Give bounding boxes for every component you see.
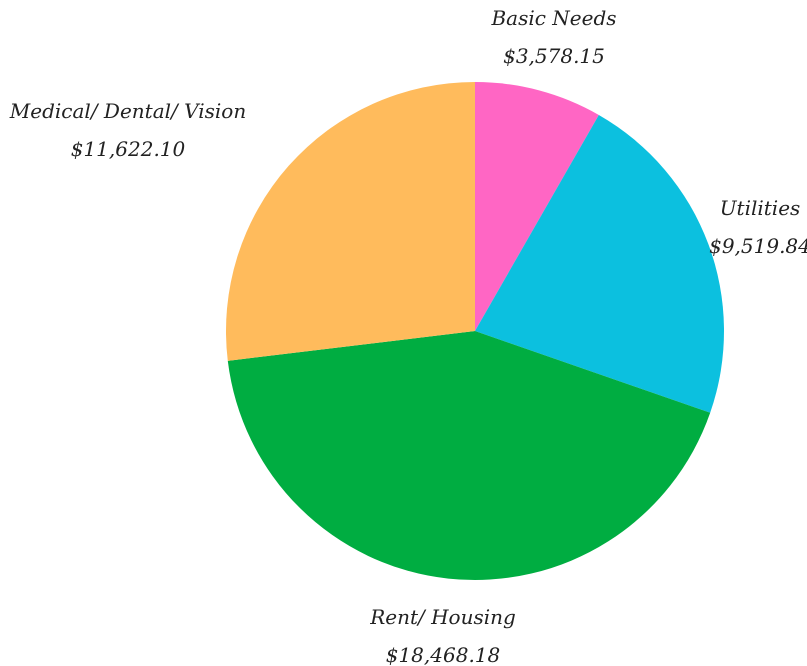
slice-label-name: Medical/ Dental/ Vision [9,99,246,123]
slice-labels: Basic Needs $3,578.15 Utilities $9,519.84 Re… [9,6,807,666]
slice-label-name: Rent/ Housing [369,605,516,629]
slice-label-name: Utilities [720,196,801,220]
slice-label-value: $18,468.18 [386,643,501,666]
pie-slices [225,82,724,581]
pie-slice-medical-dental-vision [225,82,475,361]
slice-label-name: Basic Needs [490,6,616,30]
pie-slice-utilities [475,114,724,413]
slice-label-value: $3,578.15 [503,44,605,68]
slice-label-value: $9,519.84 [709,234,807,258]
slice-label-value: $11,622.10 [71,137,186,161]
pie-slice-basic-needs [475,82,599,331]
pie-slice-rent-housing [227,331,711,581]
